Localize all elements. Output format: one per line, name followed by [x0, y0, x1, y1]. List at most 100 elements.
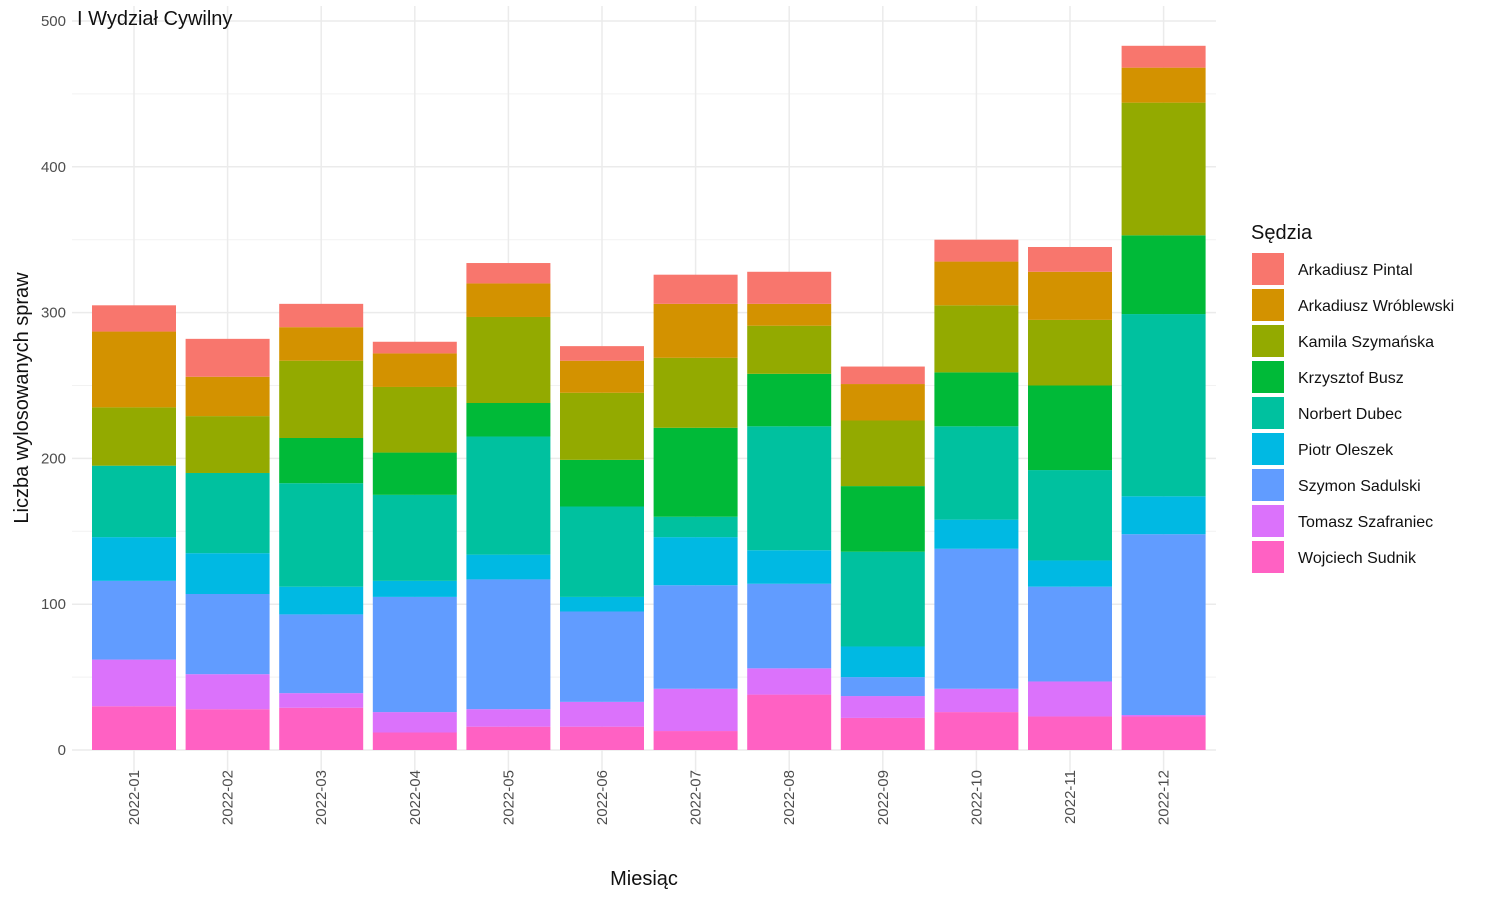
- bar-segment: [92, 580, 176, 660]
- bar-segment: [466, 263, 551, 284]
- legend-label: Kamila Szymańska: [1298, 334, 1434, 351]
- x-tick-label: 2022-02: [220, 770, 237, 825]
- legend-key: [1252, 397, 1284, 429]
- bar-segment: [1121, 45, 1206, 68]
- bar-segment: [1121, 534, 1206, 716]
- bar-segment: [560, 701, 644, 727]
- x-axis-title: Miesiąc: [610, 868, 678, 890]
- bar-segment: [1121, 102, 1206, 236]
- bar-segment: [279, 707, 364, 750]
- bar-segment: [372, 386, 457, 453]
- legend-key: [1252, 253, 1284, 285]
- bar-segment: [934, 712, 1019, 750]
- bar-segment: [372, 732, 457, 750]
- bar-segment: [747, 325, 832, 374]
- legend-label: Krzysztof Busz: [1298, 370, 1404, 387]
- bar-segment: [1121, 496, 1206, 535]
- legend-key: [1252, 469, 1284, 501]
- legend-label: Tomasz Szafraniec: [1298, 514, 1433, 531]
- bar-segment: [92, 331, 176, 408]
- legend-key: [1252, 325, 1284, 357]
- legend-key: [1252, 433, 1284, 465]
- bar-segment: [279, 360, 364, 438]
- y-tick-label: 100: [41, 596, 66, 613]
- bar-segment: [1028, 319, 1112, 386]
- bar-segment: [1028, 470, 1112, 561]
- bar-segment: [466, 726, 551, 750]
- bar-segment: [1028, 681, 1112, 717]
- bar-segment: [934, 239, 1019, 262]
- bar-segment: [840, 551, 925, 647]
- bar-segment: [560, 459, 644, 507]
- y-tick-label: 500: [41, 13, 66, 30]
- bar-segment: [560, 346, 644, 361]
- bar-segment: [840, 717, 925, 750]
- x-tick-label: 2022-11: [1062, 770, 1079, 824]
- bar-segment: [466, 436, 551, 555]
- legend-key: [1252, 289, 1284, 321]
- bar-segment: [92, 706, 176, 750]
- bar-segment: [653, 274, 738, 304]
- bar-segment: [653, 585, 738, 689]
- bar-segment: [185, 376, 270, 417]
- bar-segment: [279, 483, 364, 587]
- bar-segment: [934, 372, 1019, 427]
- bar-segment: [185, 674, 270, 710]
- bar-segment: [747, 373, 832, 427]
- legend-label: Norbert Dubec: [1298, 406, 1402, 423]
- bar-segment: [653, 516, 738, 538]
- bar-segment: [934, 548, 1019, 689]
- bar-segment: [1121, 716, 1206, 750]
- bar-segment: [466, 709, 551, 727]
- bar-segment: [653, 688, 738, 732]
- bar-segment: [1028, 246, 1112, 272]
- bar-segment: [279, 586, 364, 615]
- bar-segment: [185, 593, 270, 675]
- bar-segment: [1028, 716, 1112, 750]
- bar-segment: [747, 271, 832, 304]
- bar-segment: [466, 579, 551, 710]
- bar-segment: [92, 465, 176, 538]
- bar-segment: [185, 338, 270, 377]
- bar-segment: [279, 614, 364, 694]
- x-tick-label: 2022-12: [1156, 770, 1173, 825]
- bar-segment: [560, 611, 644, 702]
- y-tick-label: 200: [41, 450, 66, 467]
- bar-segment: [1121, 715, 1206, 717]
- bar-segment: [1028, 271, 1112, 320]
- legend-key: [1252, 505, 1284, 537]
- bar-segment: [653, 537, 738, 586]
- bar-segment: [92, 537, 176, 581]
- bar-segment: [185, 709, 270, 750]
- bar-segment: [372, 452, 457, 495]
- bar-segment: [653, 357, 738, 428]
- bar-segment: [560, 360, 644, 393]
- bar-segment: [372, 494, 457, 581]
- x-tick-label: 2022-07: [688, 770, 705, 825]
- y-tick-label: 300: [41, 305, 66, 322]
- legend-title: Sędzia: [1251, 222, 1313, 244]
- bar-segment: [934, 261, 1019, 306]
- bar-segment: [466, 402, 551, 437]
- x-tick-label: 2022-05: [500, 770, 517, 825]
- bar-segment: [840, 646, 925, 678]
- bar-segment: [372, 596, 457, 713]
- bar-segment: [1028, 560, 1112, 587]
- bar-segment: [840, 420, 925, 487]
- bar-segment: [747, 583, 832, 669]
- bar-segment: [560, 392, 644, 460]
- bar-segment: [372, 580, 457, 597]
- x-tick-label: 2022-10: [968, 770, 985, 825]
- bar-segment: [560, 726, 644, 750]
- bar-segment: [840, 696, 925, 718]
- bar-segment: [1121, 67, 1206, 103]
- bar-segment: [279, 437, 364, 484]
- bar-segment: [560, 596, 644, 612]
- bar-segment: [934, 519, 1019, 549]
- bar-segment: [747, 550, 832, 584]
- legend-label: Arkadiusz Pintal: [1298, 262, 1413, 279]
- bar-segment: [185, 553, 270, 594]
- bar-segment: [92, 407, 176, 466]
- x-tick-label: 2022-09: [875, 770, 892, 825]
